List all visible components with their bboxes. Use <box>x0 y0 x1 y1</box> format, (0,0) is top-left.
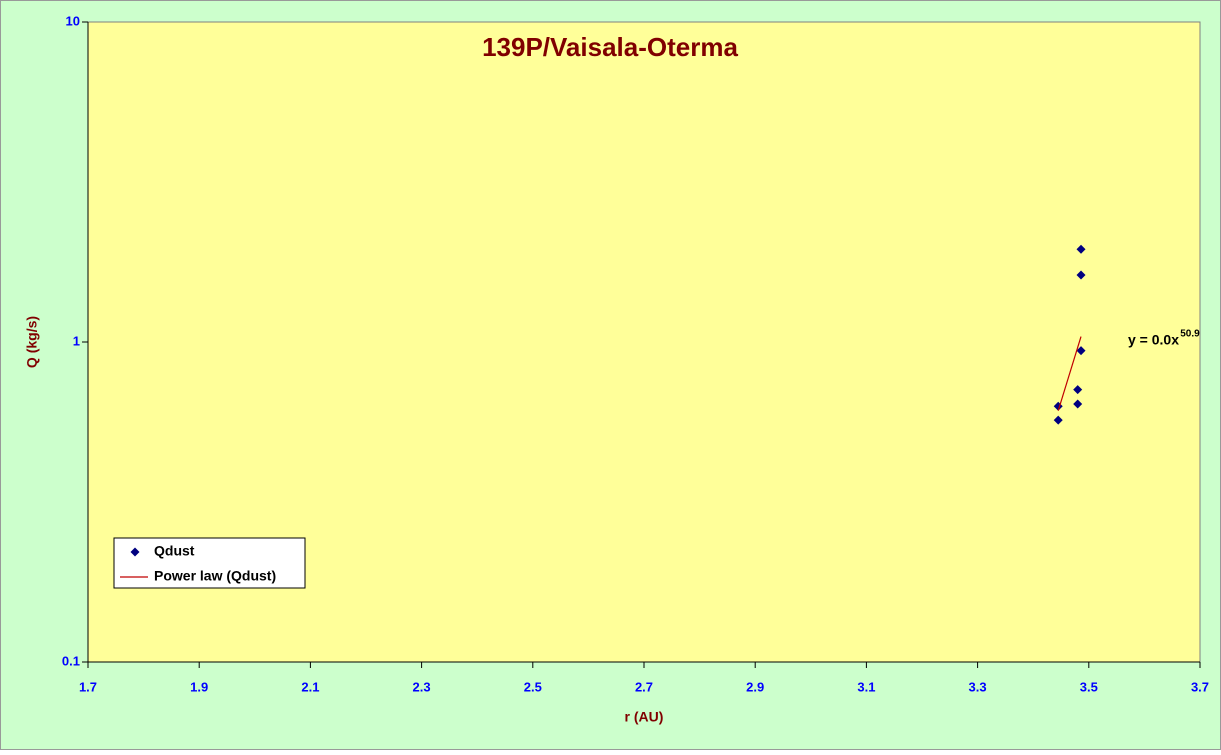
data-point <box>1076 244 1086 254</box>
data-point <box>1076 270 1086 280</box>
data-point <box>1073 385 1083 395</box>
x-tick-label: 1.7 <box>79 679 97 694</box>
x-tick-label: 3.3 <box>969 679 987 694</box>
chart-title: 139P/Vaisala-Oterma <box>482 32 738 62</box>
legend-label: Qdust <box>154 543 195 559</box>
y-tick-label: 1 <box>73 333 80 348</box>
x-tick-label: 1.9 <box>190 679 208 694</box>
x-tick-label: 3.7 <box>1191 679 1209 694</box>
data-point <box>1076 346 1086 356</box>
legend-box <box>113 537 306 589</box>
legend-marker <box>130 547 140 557</box>
y-tick-label: 0.1 <box>62 653 80 668</box>
x-tick-label: 2.7 <box>635 679 653 694</box>
data-point <box>1053 415 1063 425</box>
trendline-equation: y = 0.0x <box>1128 332 1179 348</box>
x-tick-label: 3.1 <box>857 679 875 694</box>
trendline <box>1057 336 1082 411</box>
x-tick-label: 2.3 <box>413 679 431 694</box>
trendline-exponent: 50.9 <box>1180 329 1200 340</box>
y-tick-label: 10 <box>66 13 80 28</box>
y-axis-label: Q (kg/s) <box>24 316 40 368</box>
legend-label: Power law (Qdust) <box>154 568 276 584</box>
x-tick-label: 2.9 <box>746 679 764 694</box>
data-point <box>1073 399 1083 409</box>
x-axis-label: r (AU) <box>625 709 664 725</box>
x-tick-label: 3.5 <box>1080 679 1098 694</box>
x-tick-label: 2.5 <box>524 679 542 694</box>
x-tick-label: 2.1 <box>301 679 319 694</box>
